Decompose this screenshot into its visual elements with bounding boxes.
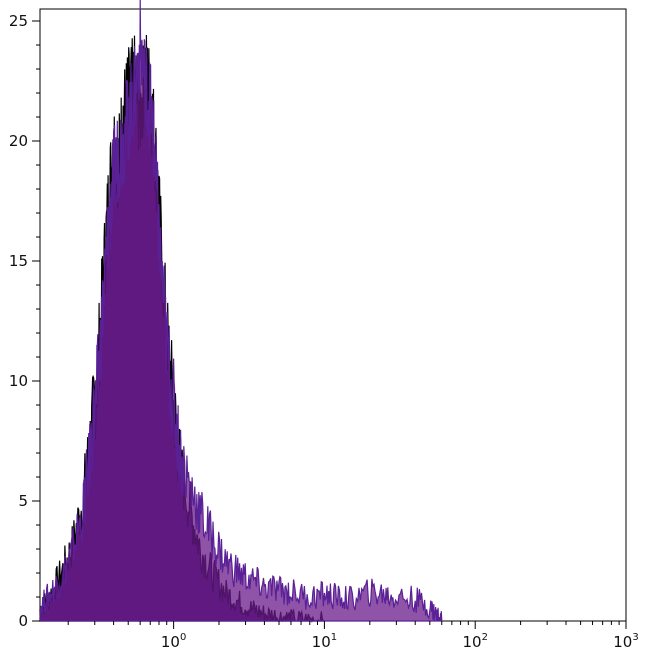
y-tick-label-3: 15 — [9, 252, 28, 270]
x-tick-label-0: 100 — [161, 632, 186, 651]
y-tick-label-5: 25 — [9, 12, 28, 30]
x-tick-label-3: 103 — [613, 632, 638, 651]
y-tick-label-1: 5 — [18, 492, 28, 510]
y-tick-label-0: 0 — [18, 612, 28, 630]
y-tick-label-2: 10 — [9, 372, 28, 390]
x-tick-label-2: 102 — [462, 632, 487, 651]
x-axis: 100 101 102 103 — [67, 621, 639, 651]
y-axis: 0 5 10 15 20 25 — [9, 12, 40, 630]
x-tick-label-1: 101 — [312, 632, 337, 651]
y-tick-label-4: 20 — [9, 132, 28, 150]
series-layer — [39, 0, 443, 623]
series-area-1 — [39, 0, 443, 622]
